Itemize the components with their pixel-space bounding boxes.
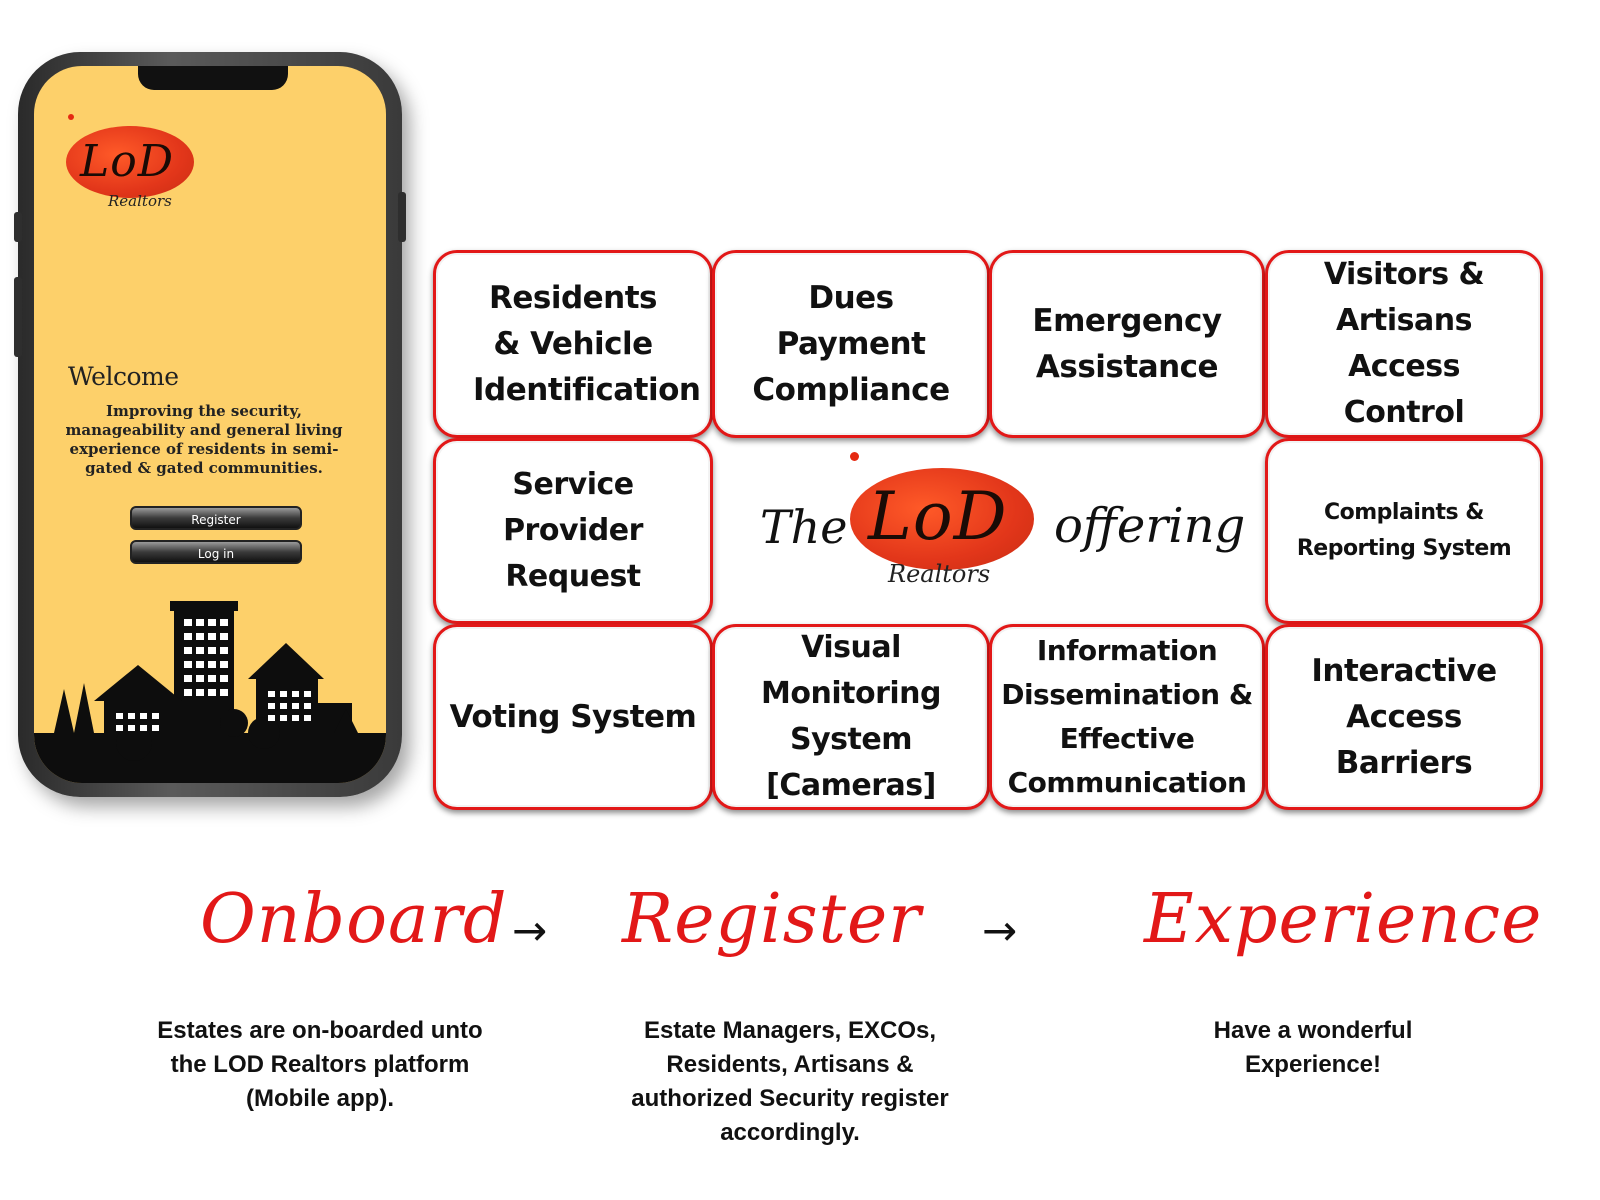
phone-volume-button (14, 277, 22, 357)
lod-realtors-logo: LoD Realtors (850, 464, 1050, 594)
offering-label: Emergency Assistance (1032, 303, 1222, 385)
app-logo-mark: LoD (80, 136, 174, 187)
offering-label: Interactive Access Barriers (1311, 653, 1497, 781)
offering-label: Complaints & Reporting System (1296, 500, 1512, 561)
offering-label: Information Dissemination & Effective Co… (1001, 634, 1253, 799)
register-button[interactable]: Register (130, 506, 302, 530)
phone-mockup: LoD Realtors Welcome Improving the secur… (14, 52, 406, 797)
step-register-description: Estate Managers, EXCOs, Residents, Artis… (631, 1017, 949, 1146)
welcome-heading: Welcome (68, 362, 179, 391)
logo-dot (850, 452, 859, 461)
login-button[interactable]: Log in (130, 540, 302, 564)
step-register-title: Register (622, 880, 922, 959)
logo-mark: LoD (868, 478, 1008, 555)
arrow-right-icon: → (982, 906, 1018, 955)
offering-visitors-access-control: Visitors & Artisans Access Control (1265, 250, 1543, 438)
step-onboard-title: Onboard (200, 880, 508, 959)
offering-title-suffix: offering (1054, 498, 1246, 554)
offering-visual-monitoring: Visual Monitoring System [Cameras] (712, 624, 990, 810)
offering-emergency-assistance: Emergency Assistance (989, 250, 1265, 438)
phone-power-button (398, 192, 406, 242)
app-logo: LoD Realtors (66, 126, 206, 210)
offering-label: Service Provider Request (503, 467, 643, 594)
offering-voting-system: Voting System (433, 624, 713, 810)
step-experience-description: Have a wonderful Experience! (1213, 1017, 1413, 1078)
phone-side-button (14, 212, 22, 242)
offering-label: Dues Payment Compliance (752, 280, 950, 408)
offering-label: Voting System (449, 699, 697, 735)
offering-interactive-barriers: Interactive Access Barriers (1265, 624, 1543, 810)
offering-service-provider: Service Provider Request (433, 438, 713, 624)
offering-title-prefix: The (760, 500, 848, 554)
welcome-tagline: Improving the security, manageability an… (65, 402, 343, 477)
offering-label: Residents & Vehicle Identification (473, 280, 701, 408)
phone-notch (138, 66, 288, 90)
phone-screen: LoD Realtors Welcome Improving the secur… (34, 66, 386, 783)
offering-information-dissemination: Information Dissemination & Effective Co… (989, 624, 1265, 810)
offering-complaints-reporting: Complaints & Reporting System (1265, 438, 1543, 624)
logo-dot (68, 114, 74, 120)
city-skyline-illustration (34, 601, 386, 783)
arrow-right-icon: → (512, 906, 548, 955)
offering-residents-vehicle-id: Residents & Vehicle Identification (433, 250, 713, 438)
offering-label: Visitors & Artisans Access Control (1323, 257, 1485, 430)
app-logo-subtitle: Realtors (108, 192, 172, 210)
step-experience-title: Experience (1144, 880, 1543, 959)
offering-label: Visual Monitoring System [Cameras] (761, 630, 941, 803)
logo-subtitle: Realtors (888, 560, 991, 588)
step-onboard-description: Estates are on-boarded unto the LOD Real… (157, 1017, 483, 1112)
offering-center-title: The LoD Realtors offering (712, 438, 1260, 620)
offering-dues-payment: Dues Payment Compliance (712, 250, 990, 438)
